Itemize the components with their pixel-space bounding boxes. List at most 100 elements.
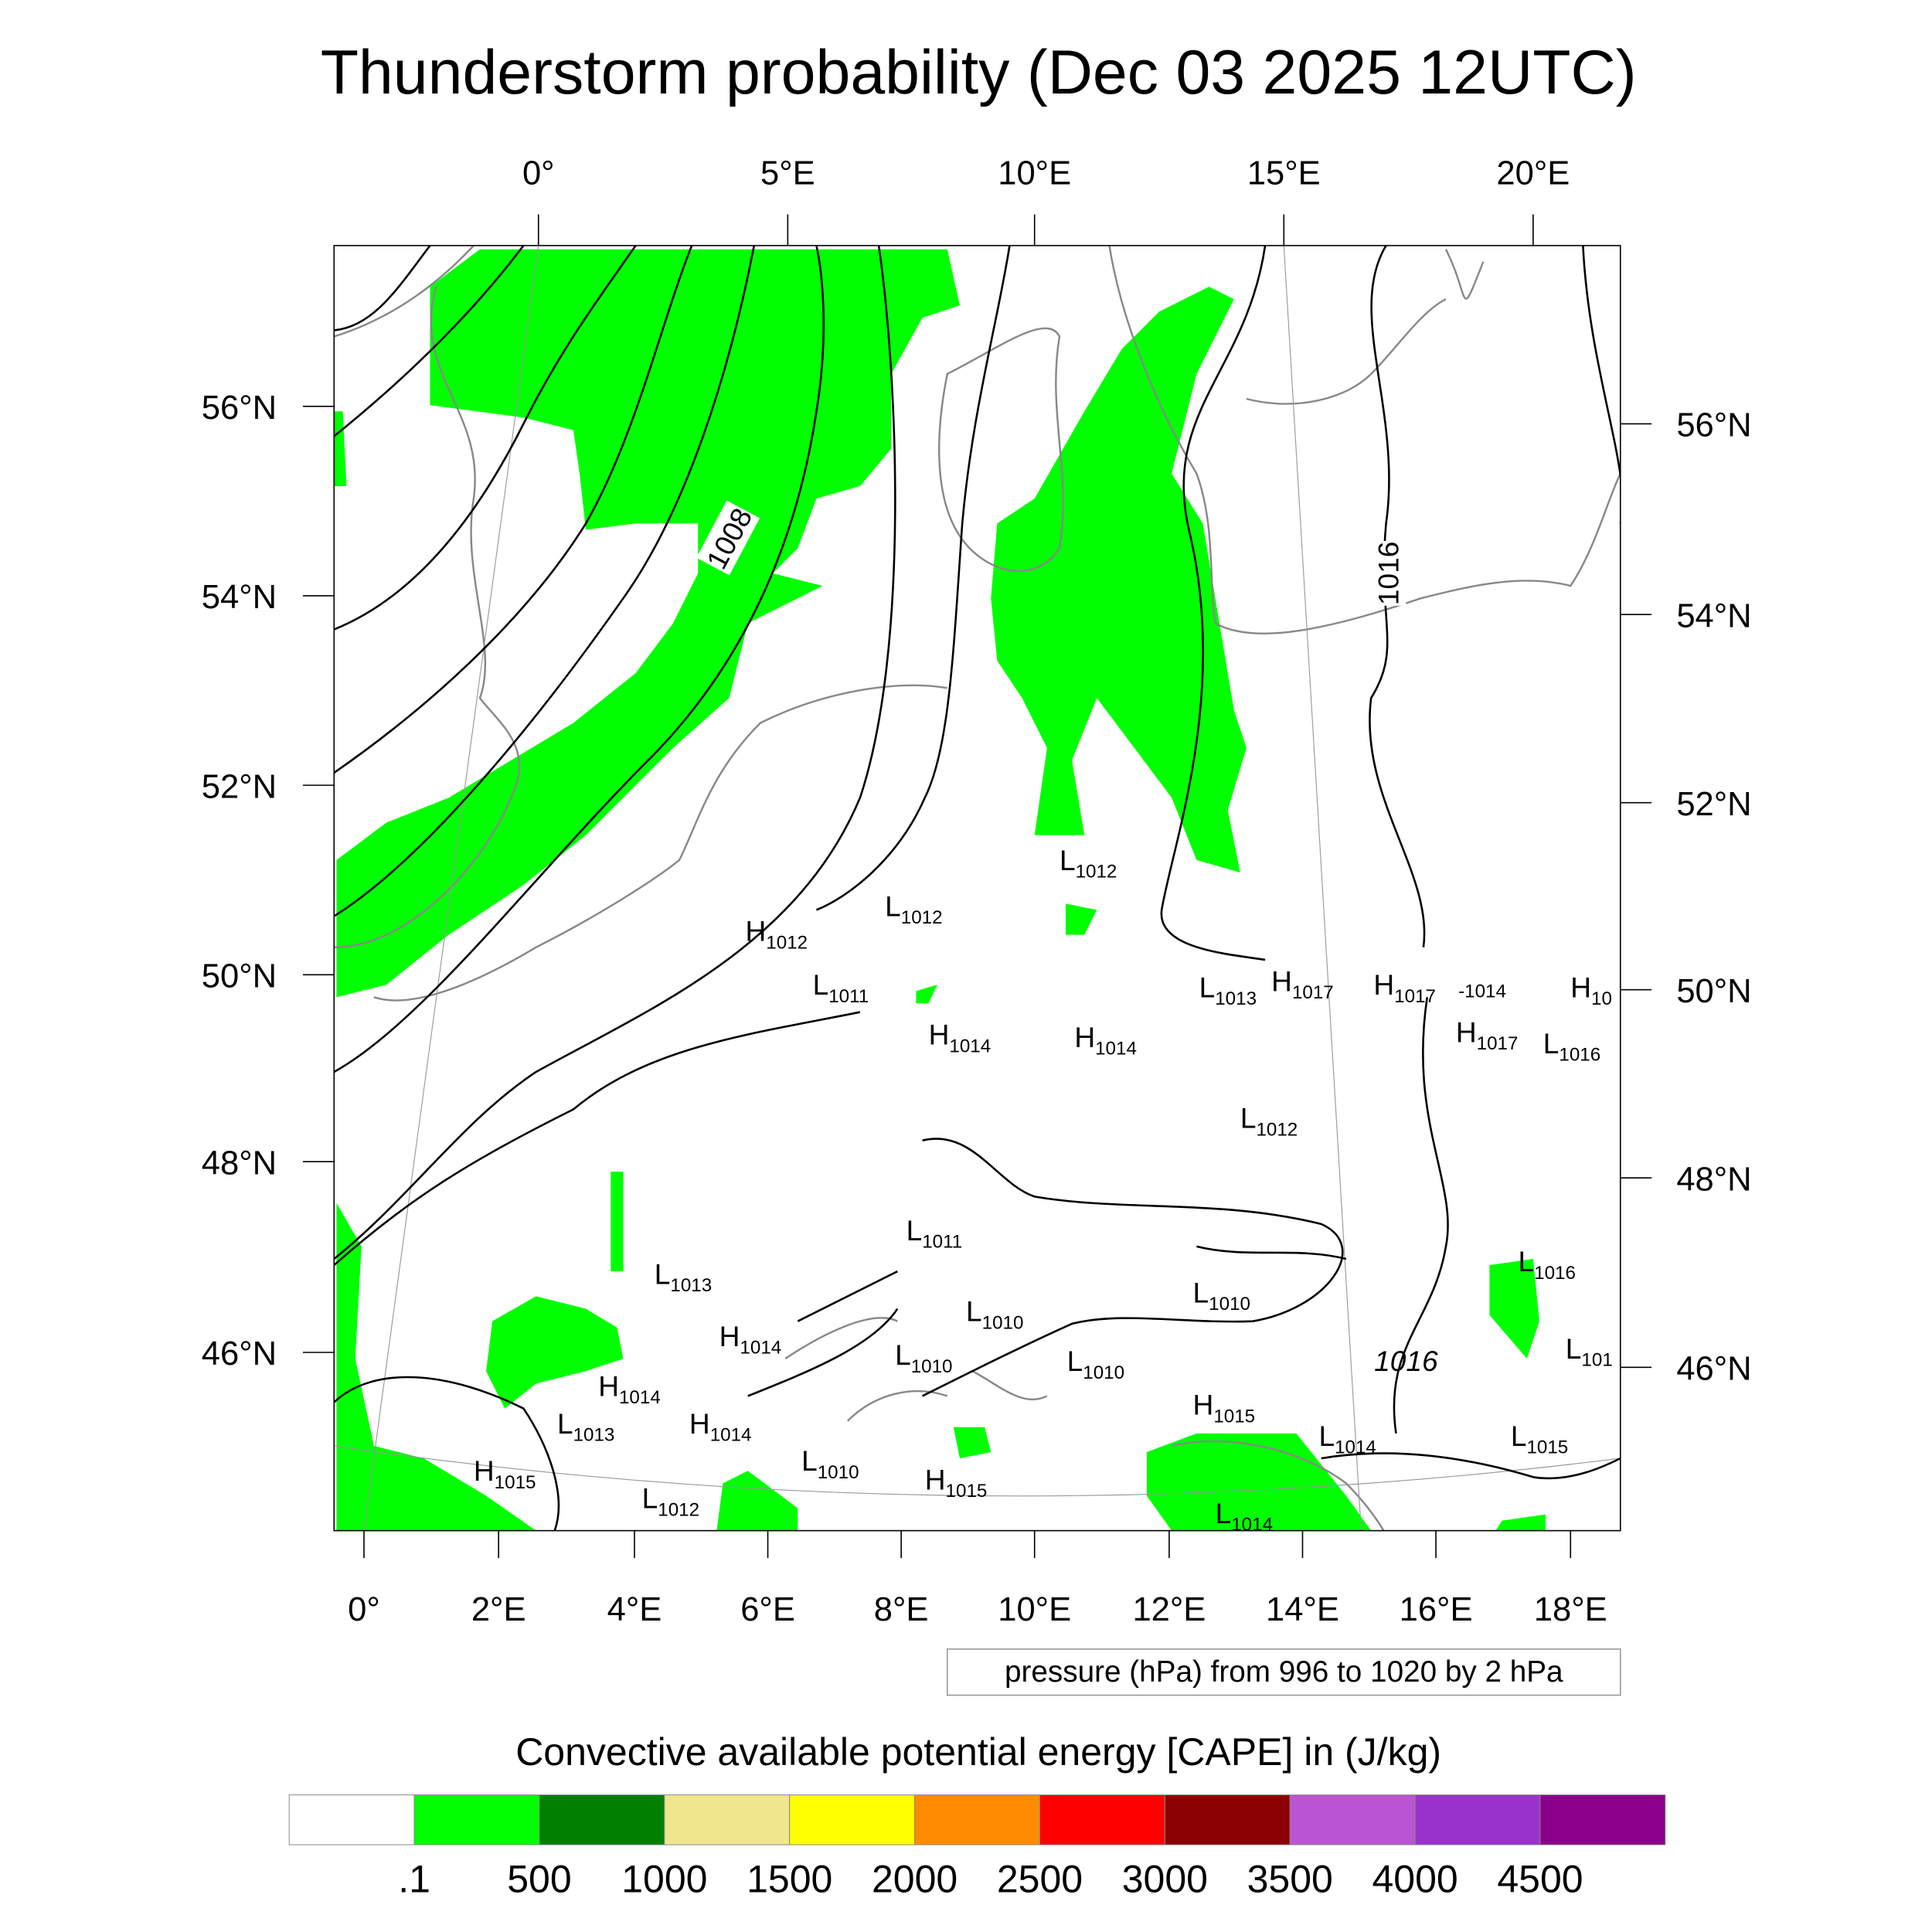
pressure-center-high: H1015 xyxy=(474,1454,536,1493)
pressure-center-letter: H xyxy=(1074,1021,1095,1053)
pressure-center-value: 1010 xyxy=(1209,1294,1250,1315)
pressure-center-value: 1012 xyxy=(766,932,808,953)
bottom-lon-label: 0° xyxy=(348,1591,380,1628)
colorbar-label: 3500 xyxy=(1247,1857,1333,1900)
colorbar-swatch xyxy=(1289,1794,1416,1845)
isobars xyxy=(334,245,1621,1531)
pressure-center-letter: H xyxy=(1271,964,1292,997)
right-lat-label: 52°N xyxy=(1676,786,1751,823)
pressure-center-letter: H xyxy=(689,1407,710,1440)
pressure-center-value: 1014 xyxy=(1231,1515,1273,1536)
colorbar-label: 2500 xyxy=(997,1857,1083,1900)
colorbar-label: 1000 xyxy=(621,1857,707,1900)
pressure-center-value: 1014 xyxy=(1095,1039,1137,1060)
bottom-lon-label: 6°E xyxy=(740,1591,795,1628)
pressure-center-letter: L xyxy=(1519,1245,1535,1277)
pressure-center-letter: L xyxy=(655,1257,671,1290)
pressure-center-low: L1012 xyxy=(1060,844,1117,883)
pressure-center-value: 1011 xyxy=(922,1232,962,1253)
pressure-center-value: 1012 xyxy=(658,1499,699,1520)
pressure-center-letter: H xyxy=(746,915,767,947)
pressure-center-value: 1017 xyxy=(1394,986,1436,1007)
pressure-legend: pressure (hPa) from 996 to 1020 by 2 hPa xyxy=(947,1648,1621,1696)
right-lat-label: 54°N xyxy=(1676,597,1751,634)
left-lat-label: 48°N xyxy=(202,1145,277,1182)
pressure-center-letter: L xyxy=(966,1295,982,1328)
map-frame xyxy=(333,244,1621,1532)
pressure-center-low: L1013 xyxy=(1199,971,1257,1009)
bottom-lon-label: 2°E xyxy=(471,1591,526,1628)
pressure-center-value: 1014 xyxy=(740,1338,781,1359)
pressure-center-value: 101 xyxy=(1581,1350,1612,1371)
cape-area xyxy=(916,985,937,1004)
pressure-center-letter: H xyxy=(1456,1015,1477,1048)
pressure-center-high: H1014 xyxy=(929,1019,992,1057)
pressure-center-letter: H xyxy=(929,1019,950,1051)
pressure-center-low: L1016 xyxy=(1519,1245,1576,1284)
pressure-center-value: 1010 xyxy=(982,1312,1024,1333)
pressure-center-value: 1014 xyxy=(1335,1437,1376,1458)
colorbar-swatch xyxy=(1414,1794,1541,1845)
pressure-center-letter: L xyxy=(1511,1420,1527,1452)
pressure-center-value: 1015 xyxy=(1526,1437,1568,1458)
cape-area xyxy=(1489,1259,1539,1359)
pressure-center-value: 1017 xyxy=(1292,982,1334,1003)
right-lat-label: 46°N xyxy=(1676,1350,1751,1387)
pressure-center-low: L1014 xyxy=(1318,1420,1376,1458)
pressure-center-value: 1010 xyxy=(1083,1362,1124,1383)
pressure-center-low: L101 xyxy=(1566,1332,1613,1371)
pressure-center-letter: L xyxy=(1060,844,1076,876)
colorbar-swatch xyxy=(539,1794,665,1845)
cape-area xyxy=(1146,1433,1372,1531)
pressure-center-high: H1017 xyxy=(1456,1015,1519,1054)
pressure-center-value: 1017 xyxy=(1477,1033,1519,1054)
pressure-center-value: 1012 xyxy=(901,907,943,928)
pressure-center-high: H1012 xyxy=(746,915,808,954)
pressure-center-high: H1014 xyxy=(689,1407,752,1446)
pressure-center-value: 1016 xyxy=(1534,1263,1576,1284)
map-title: Thunderstorm probability (Dec 03 2025 12… xyxy=(321,38,1637,107)
pressure-center-high: H1014 xyxy=(598,1369,661,1408)
colorbar-swatch xyxy=(413,1794,540,1845)
bottom-lon-label: 18°E xyxy=(1534,1591,1607,1628)
pressure-center-letter: L xyxy=(885,889,901,922)
pressure-center-high: H10 xyxy=(1570,971,1612,1009)
left-latitude-labels: 56°N 54°N 52°N 50°N 48°N 46°N xyxy=(202,389,335,1372)
cape-area xyxy=(716,1471,798,1531)
isobar-labels: 1008 1016 1016 xyxy=(696,500,1438,1377)
bottom-lon-label: 16°E xyxy=(1400,1591,1473,1628)
pressure-legend-text: pressure (hPa) from 996 to 1020 by 2 hPa xyxy=(1005,1655,1563,1689)
colorbar-swatch xyxy=(664,1794,791,1845)
pressure-center-low: L1012 xyxy=(885,889,942,928)
colorbar-label: .1 xyxy=(398,1857,430,1900)
graticule xyxy=(334,245,1621,1531)
left-lat-label: 52°N xyxy=(202,768,277,805)
cape-area xyxy=(486,1296,624,1409)
colorbar-label: 4500 xyxy=(1497,1857,1583,1900)
left-lat-label: 54°N xyxy=(202,579,277,616)
pressure-center-low: L1012 xyxy=(1240,1102,1298,1141)
cape-area xyxy=(991,286,1247,873)
pressure-center-high: H1017 xyxy=(1373,968,1436,1007)
pressure-center-low: L1010 xyxy=(801,1444,859,1483)
pressure-center-letter: L xyxy=(1193,1276,1209,1308)
pressure-center-value: 1015 xyxy=(495,1472,536,1493)
colorbar-swatch xyxy=(914,1794,1040,1845)
bottom-lon-label: 14°E xyxy=(1266,1591,1339,1628)
pressure-center-letter: L xyxy=(1067,1345,1083,1377)
colorbar-swatch xyxy=(1164,1794,1291,1845)
pressure-center-high: H1014 xyxy=(1074,1021,1137,1060)
colorbar-label: 2000 xyxy=(872,1857,957,1900)
bottom-lon-label: 4°E xyxy=(607,1591,662,1628)
pressure-center-letter: L xyxy=(1216,1497,1232,1529)
colorbar-swatch xyxy=(789,1794,916,1845)
pressure-center-letter: H xyxy=(598,1369,619,1402)
bottom-longitude-labels: 0° 2°E 4°E 6°E 8°E 10°E 12°E 14°E 16°E 18°E xyxy=(348,1530,1607,1628)
pressure-center-letter: H xyxy=(1193,1389,1214,1421)
pressure-center-low: L1013 xyxy=(655,1257,712,1296)
pressure-center-low: L1013 xyxy=(557,1407,614,1446)
pressure-center-letter: L xyxy=(1566,1332,1582,1365)
pressure-center-letter: L xyxy=(1318,1420,1335,1452)
